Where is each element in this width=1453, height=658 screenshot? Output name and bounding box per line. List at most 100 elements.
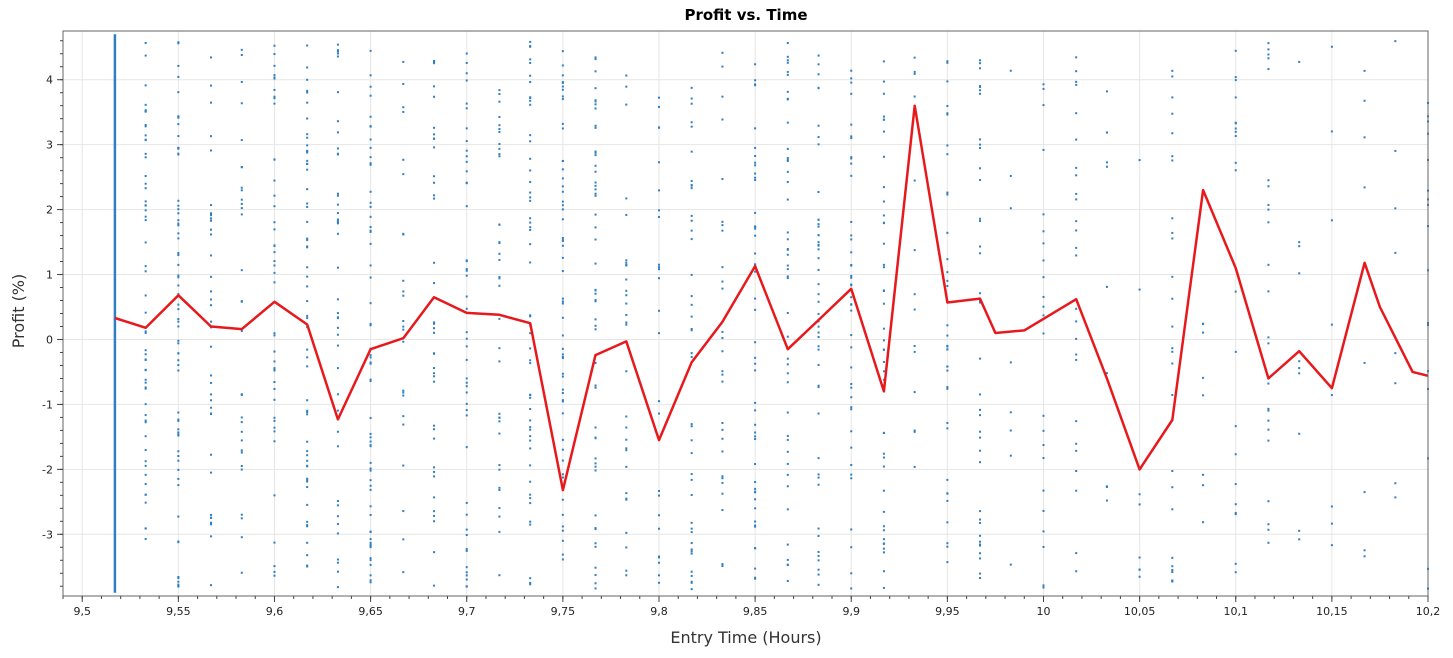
scatter-point <box>529 196 532 199</box>
scatter-point <box>850 477 853 480</box>
scatter-point <box>721 373 724 376</box>
scatter-point <box>336 131 339 134</box>
scatter-point <box>882 586 885 589</box>
scatter-point <box>979 540 982 543</box>
scatter-point <box>625 85 628 88</box>
scatter-point <box>979 59 982 62</box>
scatter-point <box>336 326 339 329</box>
scatter-point <box>1075 138 1078 141</box>
scatter-point <box>625 370 628 373</box>
scatter-point <box>561 177 564 180</box>
x-tick-label: 9,75 <box>551 605 576 618</box>
scatter-point <box>369 461 372 464</box>
scatter-point <box>1171 237 1174 240</box>
scatter-point <box>979 292 982 295</box>
scatter-point <box>979 577 982 580</box>
scatter-point <box>786 231 789 234</box>
scatter-point <box>1330 130 1333 133</box>
scatter-point <box>402 110 405 113</box>
scatter-point <box>786 264 789 267</box>
scatter-point <box>594 192 597 195</box>
scatter-point <box>913 429 916 432</box>
scatter-point <box>1330 394 1333 397</box>
scatter-point <box>882 60 885 63</box>
scatter-point <box>594 514 597 517</box>
scatter-point <box>979 146 982 149</box>
scatter-point <box>882 186 885 189</box>
scatter-point <box>946 61 949 64</box>
scatter-point <box>1330 522 1333 525</box>
scatter-point <box>625 447 628 450</box>
scatter-point <box>817 87 820 90</box>
scatter-point <box>369 146 372 149</box>
scatter-point <box>529 362 532 365</box>
scatter-point <box>690 527 693 530</box>
scatter-point <box>306 413 309 416</box>
scatter-point <box>979 300 982 303</box>
scatter-point <box>754 438 757 441</box>
scatter-point <box>465 402 468 405</box>
scatter-point <box>369 190 372 193</box>
scatter-point <box>433 322 436 325</box>
scatter-point <box>144 182 147 185</box>
scatter-point <box>594 188 597 191</box>
scatter-point <box>336 147 339 150</box>
scatter-point <box>465 377 468 380</box>
scatter-point <box>817 483 820 486</box>
scatter-point <box>465 269 468 272</box>
scatter-point <box>465 528 468 531</box>
scatter-point <box>913 293 916 296</box>
scatter-point <box>1075 112 1078 115</box>
scatter-point <box>913 72 916 75</box>
scatter-point <box>946 345 949 348</box>
scatter-point <box>306 450 309 453</box>
scatter-point <box>177 146 180 149</box>
scatter-point <box>721 287 724 290</box>
scatter-point <box>786 558 789 561</box>
scatter-point <box>177 419 180 422</box>
scatter-point <box>336 232 339 235</box>
scatter-point <box>1171 347 1174 350</box>
scatter-point <box>882 214 885 217</box>
scatter-point <box>1267 53 1270 56</box>
scatter-point <box>177 116 180 119</box>
scatter-point <box>240 439 243 442</box>
scatter-point <box>144 265 147 268</box>
scatter-point <box>306 477 309 480</box>
scatter-point <box>594 574 597 577</box>
scatter-point <box>433 194 436 197</box>
scatter-point <box>913 430 916 433</box>
scatter-point <box>817 143 820 146</box>
scatter-point <box>1171 362 1174 365</box>
scatter-point <box>1234 161 1237 164</box>
scatter-point <box>561 357 564 360</box>
scatter-point <box>177 222 180 225</box>
scatter-point <box>850 473 853 476</box>
scatter-point <box>594 99 597 102</box>
scatter-point <box>402 423 405 426</box>
scatter-point <box>561 218 564 221</box>
scatter-point <box>433 367 436 370</box>
scatter-point <box>657 514 660 517</box>
plot-frame <box>62 30 1429 597</box>
scatter-point <box>754 409 757 412</box>
scatter-point <box>882 551 885 554</box>
scatter-point <box>817 300 820 303</box>
scatter-point <box>1042 305 1045 308</box>
scatter-point <box>433 470 436 473</box>
scatter-point <box>913 350 916 353</box>
scatter-point <box>946 144 949 147</box>
scatter-point <box>979 522 982 525</box>
scatter-point <box>336 50 339 53</box>
scatter-point <box>498 360 501 363</box>
scatter-point <box>529 520 532 523</box>
scatter-point <box>433 321 436 324</box>
scatter-point <box>946 492 949 495</box>
scatter-point <box>1171 159 1174 162</box>
scatter-point <box>465 170 468 173</box>
y-tick-label: 2 <box>46 204 53 217</box>
scatter-point <box>1042 104 1045 107</box>
y-axis-ticks: -3 -2 -1 0 1 2 3 4 <box>42 40 63 587</box>
x-tick-label: 9,7 <box>458 605 476 618</box>
scatter-point <box>1075 70 1078 73</box>
